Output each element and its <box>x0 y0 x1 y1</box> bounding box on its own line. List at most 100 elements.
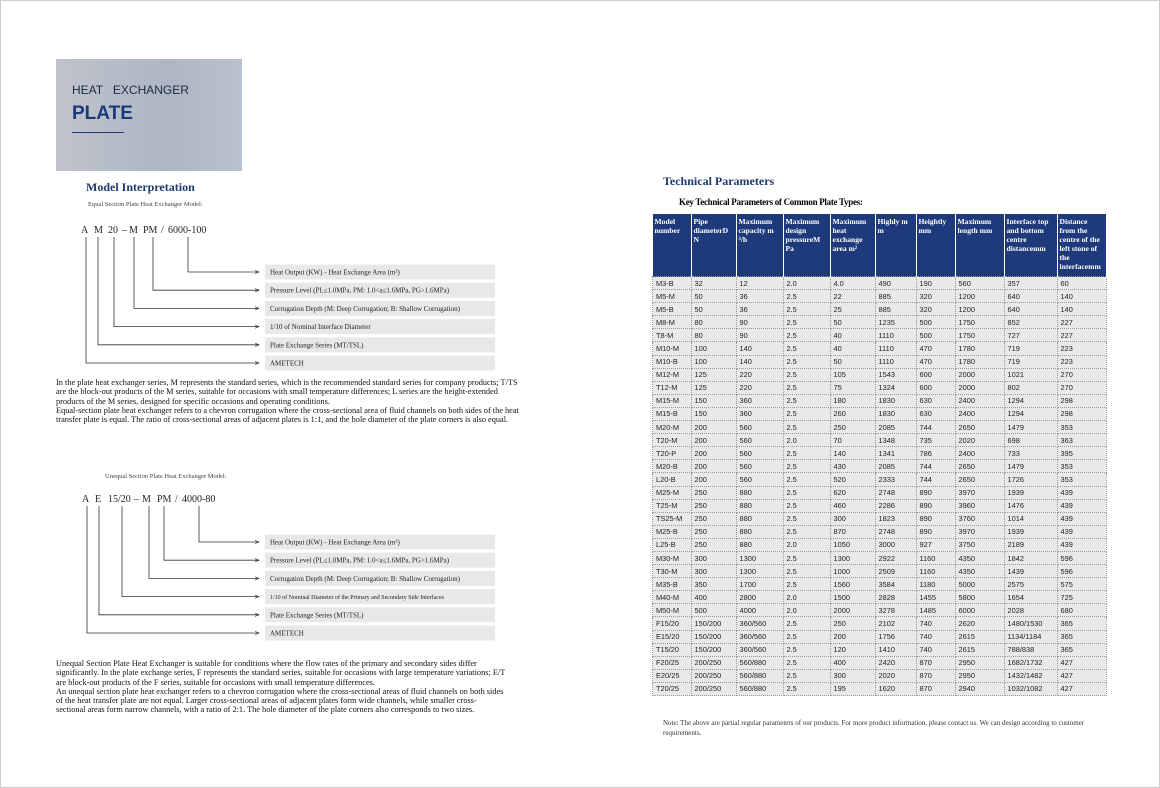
table-cell: 439 <box>1056 498 1107 513</box>
table-cell: 725 <box>1056 590 1107 605</box>
table-cell: 1479 <box>1003 459 1058 474</box>
table-cell: 2950 <box>954 668 1005 683</box>
table-cell: 500 <box>915 328 956 343</box>
table-cell: 744 <box>915 472 956 487</box>
model-code-part: 4000-80 <box>182 494 215 505</box>
table-cell: 1939 <box>1003 524 1058 539</box>
table-cell: 890 <box>915 524 956 539</box>
table-cell: 200 <box>690 446 737 461</box>
table-cell: 1560 <box>829 577 876 592</box>
table-cell: 190 <box>915 275 956 291</box>
table-row: F15/20 150/200 360/560 2.5 250 2102 740 2620 148… <box>652 616 1107 631</box>
table-cell: 125 <box>690 380 737 395</box>
table-row: E20/25 200/250 560/880 2.5 300 2020 870 2950 143… <box>652 668 1107 683</box>
table-cell: 727 <box>1003 328 1058 343</box>
table-cell: 220 <box>735 367 784 382</box>
table-cell: M20-B <box>652 459 692 474</box>
table-cell: 630 <box>915 406 956 422</box>
leader-line <box>148 506 259 578</box>
table-cell: 1160 <box>915 550 956 566</box>
table-cell: T20-M <box>652 433 692 448</box>
leader-line <box>187 237 259 272</box>
table-cell: 596 <box>1056 564 1107 579</box>
table-cell: 630 <box>915 393 956 408</box>
table-cell: 1300 <box>829 550 876 566</box>
label-box <box>265 534 495 550</box>
table-cell: 1110 <box>874 354 917 369</box>
table-cell: 1410 <box>874 642 917 657</box>
table-cell: 1000 <box>829 564 876 579</box>
table-cell: 560/880 <box>735 655 784 670</box>
table-cell: 1780 <box>954 341 1005 356</box>
table-cell: 490 <box>874 275 917 291</box>
table-cell: 1543 <box>874 367 917 382</box>
table-row: M15-M 150 360 2.5 180 1830 630 2400 1294 298 <box>652 393 1107 408</box>
table-cell: 2.0 <box>782 603 831 618</box>
table-cell: M15-B <box>652 406 692 422</box>
table-row: M25-M 250 880 2.5 620 2748 890 3970 1939 439 <box>652 485 1107 500</box>
table-cell: 2.5 <box>782 485 831 500</box>
table-cell: TS25-M <box>652 511 692 526</box>
table-cell: 357 <box>1003 275 1058 291</box>
label-text: Heat Output (KW) - Heat Exchange Area (m… <box>270 539 400 547</box>
table-cell: 2.0 <box>782 537 831 552</box>
table-cell: 1180 <box>915 577 956 592</box>
table-cell: M8-M <box>652 315 692 330</box>
column-header: Highly m m <box>875 214 917 277</box>
model-code-part: 15/20 <box>108 494 131 505</box>
label-box <box>265 589 495 605</box>
table-cell: 1780 <box>954 354 1005 369</box>
table-cell: 2.5 <box>782 406 831 422</box>
table-cell: 2.5 <box>782 629 831 644</box>
table-cell: 2.0 <box>782 275 831 291</box>
table-cell: 880 <box>735 498 784 513</box>
table-cell: 439 <box>1056 511 1107 526</box>
table-cell: 2575 <box>1003 577 1058 592</box>
table-cell: 2.5 <box>782 550 831 566</box>
table-cell: 1160 <box>915 564 956 579</box>
table-cell: 140 <box>735 341 784 356</box>
column-header: Pipe diameterD N <box>691 214 737 277</box>
table-cell: 200/250 <box>690 655 737 670</box>
table-cell: 596 <box>1056 550 1107 566</box>
table-cell: 2.5 <box>782 577 831 592</box>
table-cell: 223 <box>1056 341 1107 356</box>
table-cell: 1455 <box>915 590 956 605</box>
table-cell: 788/838 <box>1003 642 1058 657</box>
model-code-part: M <box>129 225 138 236</box>
paragraph: In the plate heat exchanger series, M re… <box>56 378 518 406</box>
table-cell: 120 <box>829 642 876 657</box>
table-cell: 90 <box>735 315 784 330</box>
table-cell: 40 <box>829 341 876 356</box>
table-cell: 427 <box>1056 668 1107 683</box>
table-cell: 2.5 <box>782 616 831 631</box>
table-cell: T15/20 <box>652 642 692 657</box>
table-cell: 560 <box>735 459 784 474</box>
table-cell: 195 <box>829 681 876 697</box>
table-cell: 80 <box>690 328 737 343</box>
section-title: Technical Parameters <box>663 174 775 188</box>
table-cell: F15/20 <box>652 616 692 631</box>
table-cell: 50 <box>829 354 876 369</box>
model-code-part: – <box>133 494 140 505</box>
model-code-part: M <box>142 494 151 505</box>
table-row: T20-P 200 560 2.5 140 1341 786 2400 733 395 <box>652 446 1107 461</box>
table-cell: 1726 <box>1003 472 1058 487</box>
banner-line2: PLATE <box>72 103 133 124</box>
table-row: M35-B 350 1700 2.5 1560 3584 1180 5000 2575 575 <box>652 577 1107 592</box>
label-box <box>265 337 495 353</box>
table-cell: T25-M <box>652 498 692 513</box>
table-cell: 2950 <box>954 655 1005 670</box>
table-cell: M15-M <box>652 393 692 408</box>
table-cell: 200 <box>690 420 737 435</box>
table-cell: 890 <box>915 485 956 500</box>
label-box <box>265 319 495 335</box>
table-cell: M25-M <box>652 485 692 500</box>
table-cell: 2020 <box>954 433 1005 448</box>
table-cell: M5-B <box>652 302 692 317</box>
table-cell: 1348 <box>874 433 917 448</box>
model-code-part: / <box>175 494 178 505</box>
table-cell: T20-P <box>652 446 692 461</box>
table-cell: 2020 <box>874 668 917 683</box>
table-cell: L20-B <box>652 472 692 487</box>
